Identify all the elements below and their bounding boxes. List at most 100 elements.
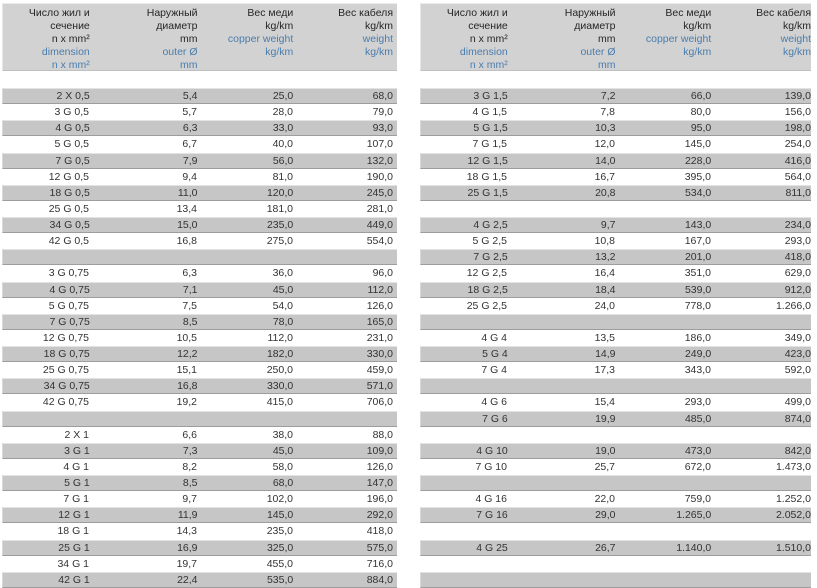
spacer-row [420,200,811,217]
cell-cable-weight: 231,0 [366,331,393,344]
cell-cable-weight: 126,0 [366,299,393,312]
table-row: 7 G 16 29,0 1.265,0 2.052,0 [420,507,811,524]
column-header-cable-weight: Вес кабеля kg/km weight kg/km [293,7,393,70]
cell-outer-diameter: 6,7 [182,138,197,151]
header-line: weight [362,33,393,45]
header-line: n x mm² [469,59,508,71]
table-row: 5 G 1,5 10,3 95,0 198,0 [420,120,811,137]
cell-outer-diameter: 14,0 [595,154,616,167]
cell-cable-weight: 459,0 [366,364,393,377]
table-row: 4 G 0,75 7,1 45,0 112,0 [2,281,397,298]
cell-outer-diameter: 16,8 [177,380,198,393]
cell-copper-weight: 201,0 [684,251,712,264]
spacer-row [420,378,811,395]
header-line: Вес меди [665,7,712,19]
cell-cable-weight: 1.252,0 [775,493,811,506]
cell-dimension: 7 G 2,5 [473,251,508,264]
cell-copper-weight: 102,0 [266,493,293,506]
header-line: mm [598,59,616,71]
cell-outer-diameter: 9,4 [182,170,197,183]
table-row: 34 G 0,5 15,0 235,0 449,0 [2,217,397,234]
cell-cable-weight: 198,0 [784,122,811,135]
table-row: 4 G 2,5 9,7 143,0 234,0 [420,217,811,234]
cell-dimension: 7 G 1 [63,493,89,506]
header-line: dimension [41,46,90,58]
cell-outer-diameter: 6,3 [182,122,198,135]
cell-copper-weight: 38,0 [272,428,293,441]
cell-cable-weight: 156,0 [784,106,811,119]
cell-outer-diameter: 6,6 [182,428,197,441]
cell-dimension: 4 G 2,5 [473,219,508,232]
cell-dimension: 5 G 1,5 [473,122,508,135]
table-row: 2 X 1 6,6 38,0 88,0 [2,426,397,443]
header-line: outer Ø [162,46,198,58]
header-line: Вес кабеля [756,7,811,19]
cell-dimension: 25 G 0,75 [42,364,89,377]
spacer-row [2,410,397,427]
cell-copper-weight: 672,0 [684,460,711,473]
table-row: 7 G 6 19,9 485,0 874,0 [420,410,811,427]
cell-cable-weight: 418,0 [784,251,811,264]
table-body: 3 G 1,5 7,2 66,0 139,0 4 G 1,5 7,8 80,0 156,0 5 … [420,88,811,588]
cell-dimension: 3 G 1 [64,444,90,457]
cell-cable-weight: 716,0 [366,557,393,570]
cell-outer-diameter: 5,4 [182,90,198,103]
cell-copper-weight: 45,0 [272,283,294,296]
cell-copper-weight: 455,0 [266,557,293,570]
cell-cable-weight: 234,0 [784,219,811,232]
cell-cable-weight: 245,0 [366,186,393,199]
table-row: 7 G 1 9,7 102,0 196,0 [2,491,397,508]
header-line: Наружный [146,7,198,19]
cell-dimension: 18 G 0,75 [43,348,90,361]
cell-cable-weight: 1.266,0 [775,299,811,312]
cell-outer-diameter: 10,8 [594,235,615,248]
header-line: kg/km [782,20,811,32]
cell-cable-weight: 592,0 [784,364,811,377]
header-line: Вес меди [247,7,294,19]
cell-outer-diameter: 24,0 [594,299,615,312]
cell-cable-weight: 112,0 [367,283,394,296]
header-line: dimension [459,46,508,58]
cell-copper-weight: 249,0 [684,348,712,361]
cell-outer-diameter: 22,0 [594,493,615,506]
cell-outer-diameter: 16,9 [177,541,198,554]
cell-copper-weight: 778,0 [684,299,711,312]
cell-cable-weight: 842,0 [784,444,811,457]
cell-copper-weight: 80,0 [690,106,711,119]
cell-dimension: 12 G 2,5 [466,267,507,280]
header-line: Число жил и [446,7,508,19]
cell-cable-weight: 349,0 [784,331,811,344]
cell-cable-weight: 109,0 [366,444,393,457]
cell-outer-diameter: 16,4 [594,267,615,280]
cell-dimension: 7 G 4 [481,364,507,377]
table-row: 12 G 0,75 10,5 112,0 231,0 [2,329,397,346]
column-header-copper-weight: Вес меди kg/km copper weight kg/km [616,7,712,70]
cable-table-right: Число жил и сечение n x mm² dimension n x mm… [420,3,811,588]
header-line: weight [780,33,811,45]
cell-cable-weight: 564,0 [784,170,811,183]
table-row: 25 G 2,5 24,0 778,0 1.266,0 [420,297,811,314]
header-line: диаметр [574,20,616,32]
header-line: диаметр [156,20,198,32]
cell-copper-weight: 68,0 [272,477,294,490]
cell-outer-diameter: 12,2 [177,348,198,361]
table-body: 2 X 0,5 5,4 25,0 68,0 3 G 0,5 5,7 28,0 79,0 4 G … [2,88,397,588]
cell-outer-diameter: 11,9 [177,509,198,522]
header-line: copper weight [645,33,712,45]
cell-outer-diameter: 6,3 [182,267,197,280]
cell-copper-weight: 28,0 [272,106,293,119]
cell-cable-weight: 330,0 [366,348,393,361]
table-row: 5 G 0,75 7,5 54,0 126,0 [2,297,397,314]
cell-outer-diameter: 13,2 [595,251,616,264]
cell-copper-weight: 120,0 [266,186,294,199]
cell-copper-weight: 54,0 [272,299,293,312]
cell-copper-weight: 534,0 [684,186,712,199]
cell-dimension: 7 G 0,5 [55,154,90,167]
cell-copper-weight: 539,0 [684,283,712,296]
table-row: 25 G 0,75 15,1 250,0 459,0 [2,362,397,379]
table-row: 3 G 1,5 7,2 66,0 139,0 [420,88,811,105]
table-row: 42 G 0,75 19,2 415,0 706,0 [2,394,397,411]
table-row: 5 G 4 14,9 249,0 423,0 [420,346,811,363]
